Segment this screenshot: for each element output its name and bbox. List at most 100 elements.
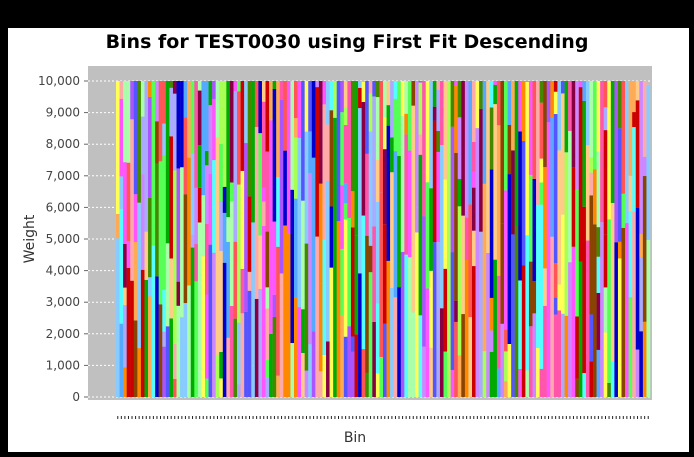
bin-bar [543, 81, 547, 397]
bin-bar [201, 81, 206, 397]
item-segment [493, 104, 498, 260]
item-segment [404, 81, 409, 114]
item-segment [415, 81, 419, 208]
item-segment [361, 349, 366, 397]
item-segment [496, 125, 501, 276]
bin-bar [603, 81, 608, 397]
item-segment [596, 256, 601, 293]
y-tick-label: 8,000 [46, 137, 80, 151]
bin-bar [407, 81, 412, 397]
item-segment [457, 206, 462, 356]
item-segment [610, 361, 615, 397]
item-segment [553, 297, 558, 315]
item-segment [254, 298, 259, 397]
item-segment [525, 81, 530, 236]
item-segment [393, 81, 398, 99]
item-segment [596, 81, 601, 152]
item-segment [318, 81, 323, 184]
item-segment [575, 378, 579, 397]
item-segment [148, 197, 152, 278]
item-segment [272, 221, 277, 295]
item-segment [593, 169, 597, 225]
item-segment [571, 167, 576, 247]
item-segment [304, 243, 309, 371]
bin-bar [286, 81, 291, 397]
item-segment [183, 81, 188, 118]
bin-bar [472, 81, 476, 397]
bin-bar [233, 81, 238, 397]
item-segment [372, 96, 377, 227]
item-segment [354, 81, 359, 236]
bin-bar [272, 81, 277, 397]
item-segment [411, 81, 416, 106]
item-segment [201, 195, 206, 257]
item-segment [439, 308, 444, 397]
item-segment [596, 227, 601, 257]
item-segment [521, 265, 526, 397]
item-segment [116, 238, 120, 397]
item-segment [642, 176, 647, 322]
item-segment [333, 117, 337, 260]
item-segment [190, 247, 195, 397]
item-segment [610, 81, 615, 204]
item-segment [343, 336, 348, 397]
item-segment [151, 245, 156, 397]
item-segment [475, 128, 480, 279]
y-tick-label: 3,000 [46, 295, 80, 309]
bin-bar [383, 81, 387, 397]
item-segment [155, 81, 159, 90]
item-segment [172, 93, 177, 171]
y-axis-label: Weight [22, 214, 38, 263]
item-segment [379, 356, 384, 397]
item-segment [137, 348, 142, 397]
item-segment [443, 81, 448, 180]
item-segment [172, 343, 177, 379]
bin-bar [172, 81, 177, 397]
item-segment [539, 368, 544, 397]
item-segment [151, 81, 156, 246]
bin-bar [140, 81, 145, 397]
item-segment [123, 367, 127, 397]
item-segment [244, 311, 248, 397]
bin-bar [222, 81, 227, 397]
item-segment [326, 180, 330, 342]
item-segment [546, 122, 551, 234]
bin-bar [429, 81, 434, 397]
item-segment [553, 114, 558, 264]
item-segment [140, 269, 145, 397]
bin-bar [219, 81, 223, 397]
item-segment [628, 175, 633, 212]
item-segment [123, 287, 127, 306]
item-segment [411, 105, 416, 231]
item-segment [429, 81, 434, 139]
item-segment [272, 294, 277, 317]
item-segment [475, 81, 480, 129]
item-segment [614, 81, 619, 243]
item-segment [261, 226, 266, 397]
bin-bar [479, 81, 483, 397]
item-segment [201, 81, 206, 196]
item-segment [183, 117, 188, 195]
item-segment [148, 277, 152, 297]
item-segment [557, 310, 562, 397]
item-segment [126, 81, 131, 163]
item-segment [436, 242, 441, 397]
item-segment [261, 201, 266, 227]
item-segment [585, 240, 590, 397]
bin-bar [326, 81, 330, 397]
item-segment [603, 287, 608, 333]
item-segment [429, 270, 434, 348]
item-segment [486, 252, 490, 397]
bin-bar [432, 81, 437, 397]
item-segment [294, 198, 298, 298]
item-segment [233, 241, 238, 319]
item-segment [603, 332, 608, 397]
item-segment [194, 244, 199, 282]
item-segment [621, 227, 626, 397]
bin-bar [329, 81, 334, 397]
item-segment [244, 81, 248, 144]
item-segment [375, 81, 380, 98]
item-segment [254, 81, 259, 127]
item-segment [632, 81, 636, 113]
bin-bar [318, 81, 323, 397]
